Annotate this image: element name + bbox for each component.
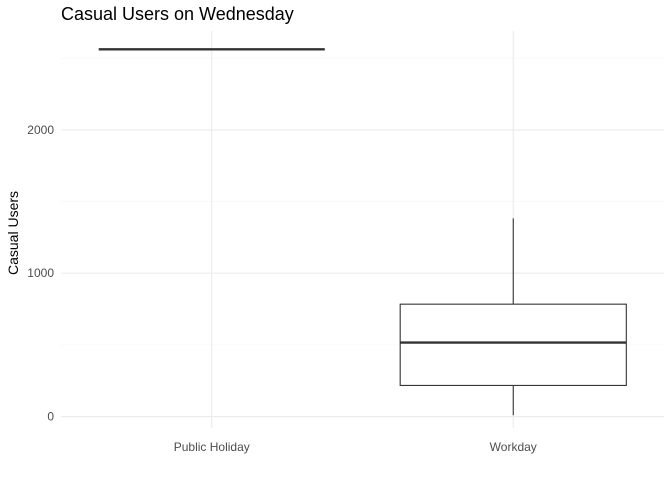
- y-axis-title: Casual Users: [5, 191, 21, 275]
- y-tick-label: 0: [47, 410, 54, 424]
- x-tick-label: Workday: [490, 440, 537, 454]
- x-tick-label: Public Holiday: [174, 440, 250, 454]
- grid-lines: [61, 31, 664, 428]
- y-tick-label: 2000: [27, 123, 54, 137]
- box-iqr: [399, 303, 627, 386]
- y-tick-labels: 0 1000 2000: [27, 123, 54, 424]
- y-tick-label: 1000: [27, 266, 54, 280]
- box-plots: [98, 48, 627, 416]
- x-tick-labels: Public Holiday Workday: [174, 440, 537, 454]
- box-workday: [399, 218, 627, 416]
- chart-title: Casual Users on Wednesday: [61, 4, 294, 24]
